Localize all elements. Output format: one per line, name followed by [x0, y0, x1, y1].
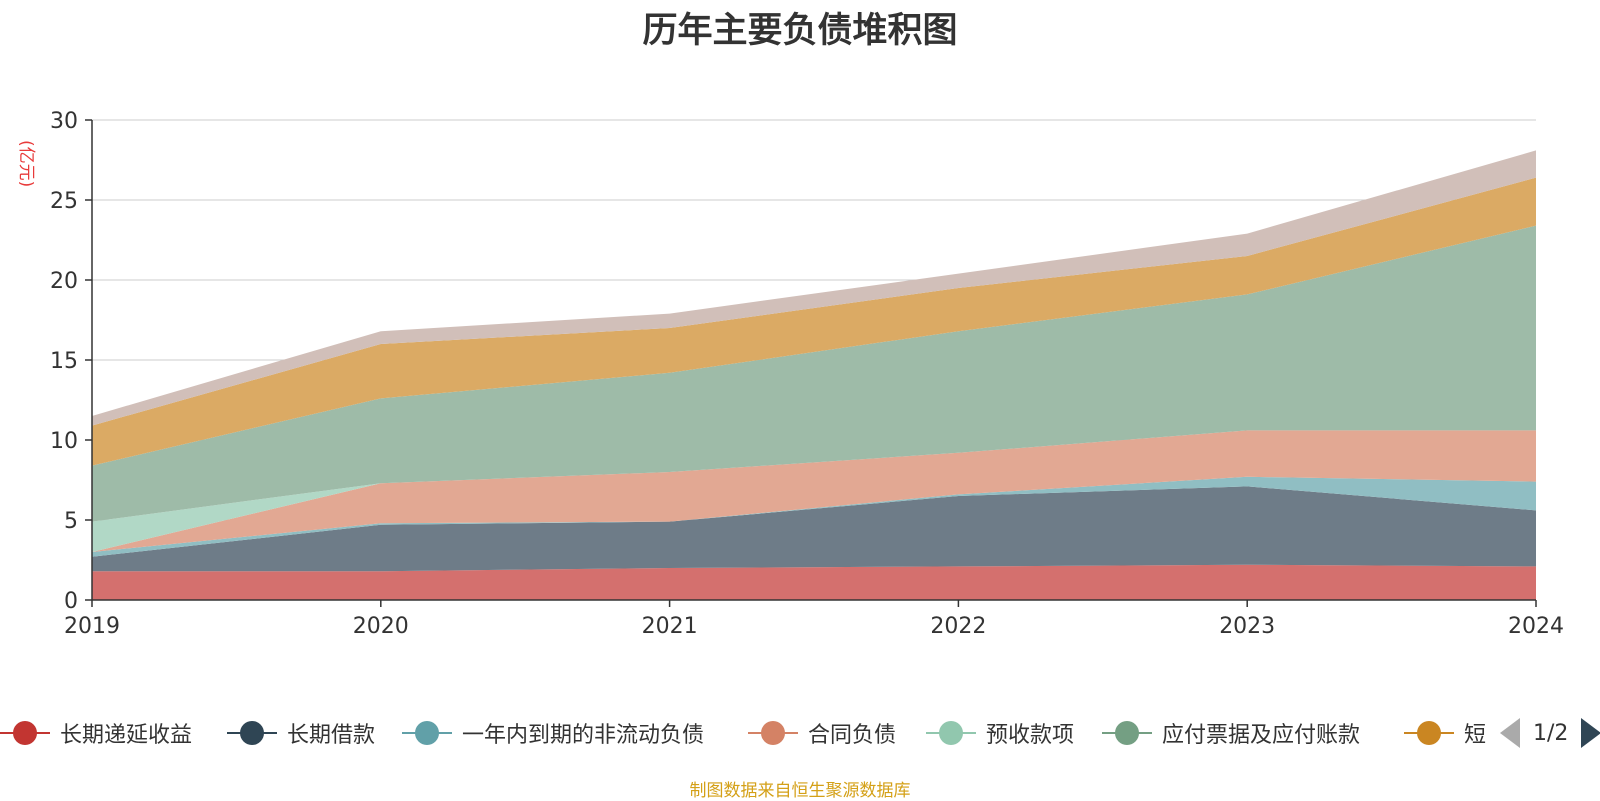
legend-label: 一年内到期的非流动负债 [462, 723, 705, 748]
legend-item[interactable]: 一年内到期的非流动负债 [402, 710, 704, 756]
legend: 长期递延收益 长期借款 一年内到期的非流动负债 合同负债 预收款项 应付票据及应付账款短 … [0, 710, 1600, 756]
legend-marker-icon [748, 721, 798, 745]
legend-item[interactable]: 合同负债 [748, 710, 896, 756]
x-tick-label: 2022 [930, 614, 986, 639]
series-area-5 [92, 225, 1536, 522]
legend-label: 应付票据及应付账款 [1162, 723, 1361, 748]
source-note: 制图数据来自恒生聚源数据库 [689, 781, 911, 801]
x-tick-label: 2024 [1508, 614, 1564, 639]
legend-pager: 1/2 [1500, 710, 1600, 756]
legend-next-page-icon[interactable] [1581, 718, 1600, 748]
y-tick-label: 20 [50, 269, 78, 294]
series-area-2 [92, 476, 1536, 557]
x-tick-label: 2019 [64, 614, 120, 639]
legend-marker-icon [402, 721, 452, 745]
y-tick-label: 30 [50, 109, 78, 134]
legend-label: 短 [1464, 723, 1487, 748]
legend-label: 长期借款 [287, 723, 376, 748]
area-series [92, 150, 1536, 600]
chart-title: 历年主要负债堆积图 [642, 11, 958, 51]
legend-marker-icon [926, 721, 976, 745]
legend-label: 长期递延收益 [60, 723, 193, 748]
legend-label: 合同负债 [808, 723, 897, 748]
y-tick-label: 5 [64, 509, 78, 534]
legend-item[interactable]: 应付票据及应付账款 [1102, 710, 1360, 756]
legend-label: 预收款项 [986, 723, 1075, 748]
y-tick-label: 0 [64, 589, 78, 614]
x-tick-label: 2020 [353, 614, 409, 639]
legend-prev-page-icon[interactable] [1500, 718, 1520, 748]
legend-item[interactable]: 预收款项 [926, 710, 1074, 756]
y-tick-label: 10 [50, 429, 78, 454]
series-area-0 [92, 564, 1536, 600]
series-area-3 [92, 430, 1536, 552]
axes: 0 5 10 15 20 25 30 2019 2020 2021 2022 2023 2024 [50, 109, 1564, 639]
legend-item[interactable]: 长期递延收益 [0, 710, 192, 756]
legend-marker-icon [0, 721, 50, 745]
legend-item[interactable]: 短 [1404, 710, 1486, 756]
x-tick-label: 2023 [1219, 614, 1275, 639]
legend-marker-icon [227, 721, 277, 745]
y-tick-label: 25 [50, 189, 78, 214]
stacked-area-chart: 0 5 10 15 20 25 30 2019 2020 2021 2022 2023 2024 [50, 109, 1564, 639]
series-area-6 [92, 177, 1536, 466]
legend-item[interactable]: 长期借款 [227, 710, 375, 756]
legend-marker-icon [1404, 721, 1454, 745]
series-area-1 [92, 486, 1536, 572]
y-tick-label: 15 [50, 349, 78, 374]
legend-marker-icon [1102, 721, 1152, 745]
x-tick-label: 2021 [642, 614, 698, 639]
legend-page-indicator: 1/2 [1533, 720, 1569, 746]
